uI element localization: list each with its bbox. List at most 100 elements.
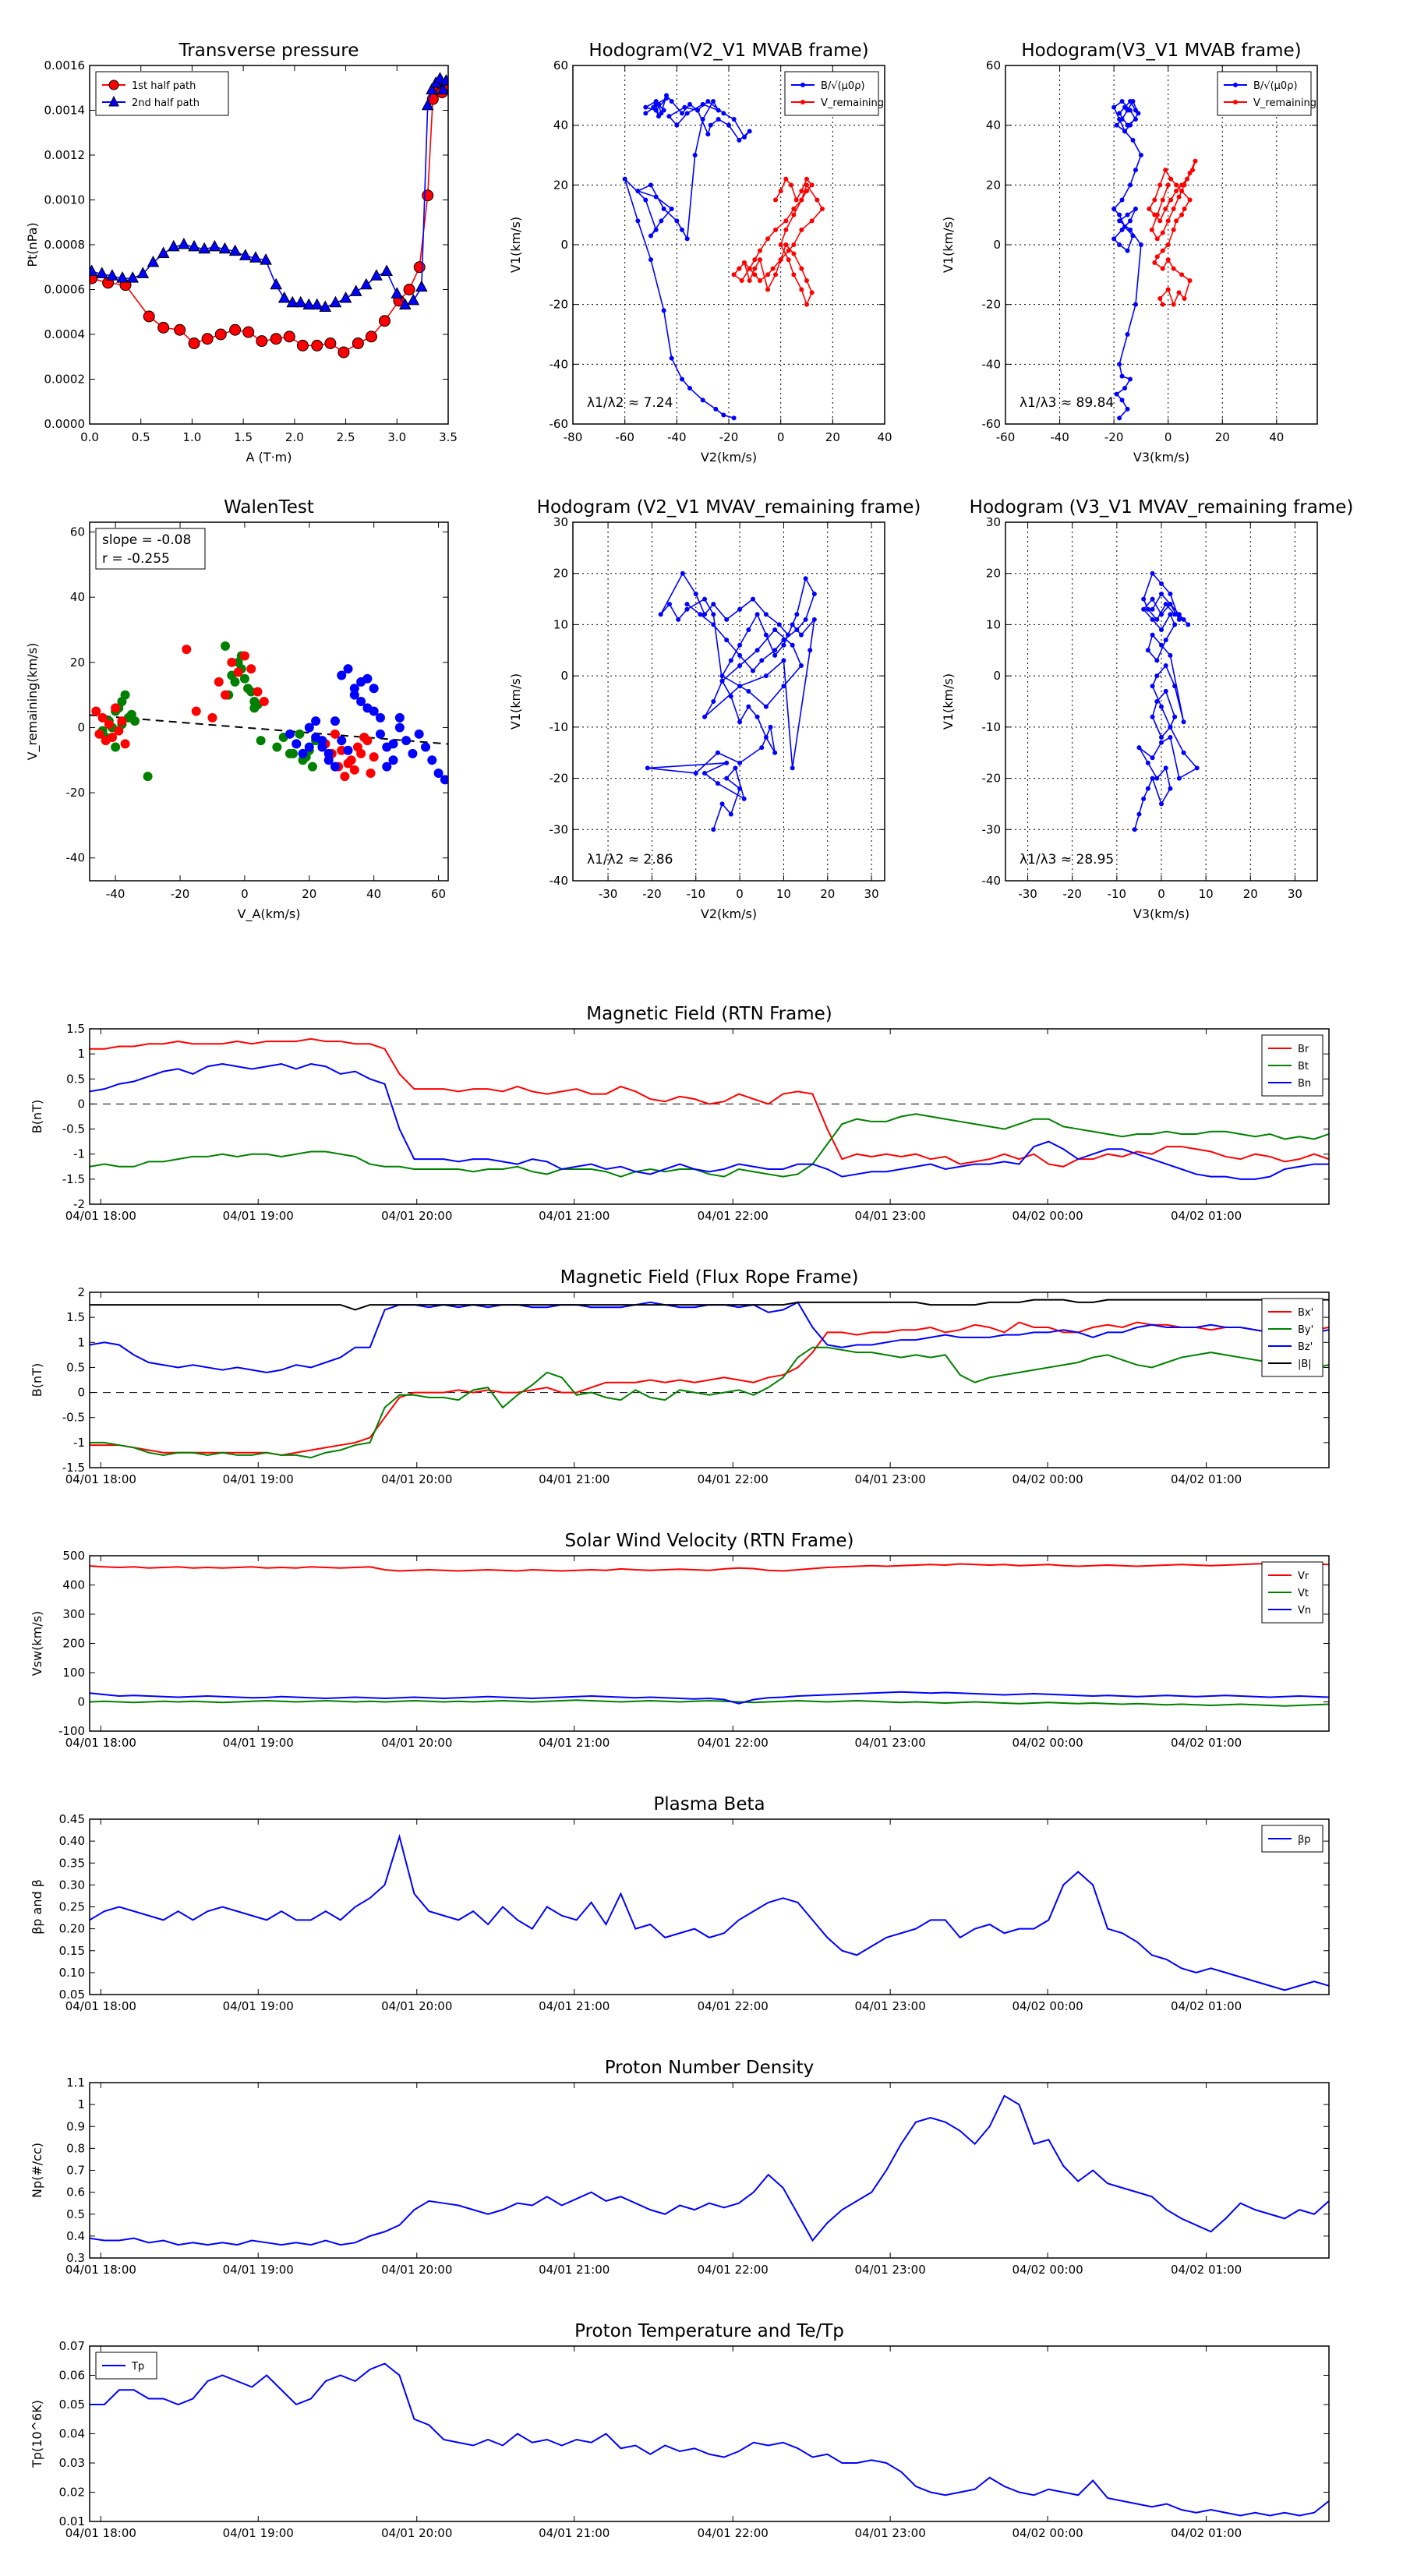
legend-marker <box>800 83 805 87</box>
series-0 <box>1132 571 1200 832</box>
data-point <box>349 765 359 775</box>
plot-area <box>90 1833 1329 1991</box>
chart-title: Proton Number Density <box>605 2058 815 2078</box>
x-tick-label: 0 <box>241 887 249 901</box>
chart-title: Hodogram (V2_V1 MVAV_remaining frame) <box>537 497 921 518</box>
y-tick-label: 0.20 <box>59 1922 85 1936</box>
data-point <box>143 772 153 782</box>
data-point <box>692 153 698 157</box>
data-point <box>669 207 674 211</box>
y-tick-label: 20 <box>70 655 85 670</box>
data-point <box>143 310 155 323</box>
data-point <box>228 244 242 256</box>
data-point <box>1176 617 1182 622</box>
data-point <box>1159 801 1164 807</box>
data-point <box>188 239 200 252</box>
y-tick-label: 1.5 <box>66 1022 85 1036</box>
data-point <box>781 658 786 663</box>
data-point <box>111 742 121 752</box>
plot-frame <box>89 1555 1330 1732</box>
data-point <box>791 251 797 256</box>
y-tick-label: 0 <box>77 720 85 734</box>
y-tick-label: 20 <box>553 178 568 192</box>
data-point <box>1174 189 1179 193</box>
x-tick-label: 04/01 19:00 <box>223 2526 294 2540</box>
data-point <box>1194 765 1200 771</box>
y-tick-label: -40 <box>982 357 1002 371</box>
data-point <box>147 255 160 267</box>
data-point <box>323 755 334 765</box>
legend: Br Bt Bn <box>1261 1034 1323 1097</box>
annotation-r: r = -0.255 <box>102 551 170 567</box>
data-point <box>1159 592 1164 596</box>
data-point <box>695 108 700 113</box>
data-point <box>804 182 809 188</box>
data-point <box>809 182 815 188</box>
legend-label: Vr <box>1298 1571 1309 1582</box>
data-point <box>674 218 680 224</box>
data-point <box>295 729 305 739</box>
plot-frame <box>89 65 449 425</box>
data-point <box>737 606 743 612</box>
x-tick-label: -10 <box>1108 887 1127 901</box>
series-line <box>624 94 751 419</box>
data-point <box>270 277 283 290</box>
data-point <box>809 218 815 224</box>
data-point <box>283 330 295 343</box>
y-tick-label: -10 <box>982 720 1002 734</box>
data-point <box>1136 745 1142 751</box>
data-point <box>1159 581 1164 586</box>
data-point <box>1160 266 1165 271</box>
x-tick-label: 10 <box>776 887 791 901</box>
data-point <box>1168 735 1173 740</box>
data-point <box>746 627 751 632</box>
y-axis-label: V1(km/s) <box>941 673 956 730</box>
data-point <box>680 571 685 576</box>
data-point <box>1160 197 1165 203</box>
data-point <box>1130 137 1136 143</box>
data-point <box>182 645 192 655</box>
data-point <box>433 72 447 83</box>
data-point <box>724 776 730 781</box>
x-tick-label: 04/02 01:00 <box>1171 1209 1242 1223</box>
data-point <box>790 642 795 648</box>
data-point <box>356 748 366 758</box>
data-point <box>340 772 350 782</box>
data-point <box>1150 684 1155 689</box>
data-point <box>702 771 708 776</box>
chart-title: Plasma Beta <box>653 1794 765 1815</box>
data-point <box>277 291 291 303</box>
data-point <box>292 739 302 749</box>
data-point <box>362 703 373 713</box>
data-point <box>804 189 809 193</box>
data-point <box>343 745 353 755</box>
data-point <box>1187 278 1193 283</box>
data-point <box>768 724 773 730</box>
x-tick-label: 04/01 20:00 <box>381 1736 452 1750</box>
data-point <box>737 760 743 765</box>
y-tick-label: 0.02 <box>59 2486 85 2500</box>
data-point <box>693 771 698 776</box>
x-tick-label: 04/01 21:00 <box>539 2263 610 2277</box>
data-point <box>759 658 765 663</box>
data-point <box>311 716 321 726</box>
x-tick-label: 04/02 01:00 <box>1171 1736 1242 1750</box>
x-tick-label: 04/01 20:00 <box>381 1209 452 1223</box>
data-point <box>94 729 104 739</box>
y-tick-label: -2 <box>73 1197 85 1211</box>
data-point <box>414 729 424 739</box>
plot-area <box>90 2094 1329 2246</box>
data-point <box>687 386 692 390</box>
data-point <box>408 748 418 758</box>
chart-ts5: Proton Number Density 0.3 0.4 0.5 0.6 0.7 0.8 0… <box>30 2058 1330 2277</box>
data-point <box>721 412 726 418</box>
data-point <box>791 207 797 211</box>
data-point <box>763 612 769 617</box>
data-point <box>773 227 778 232</box>
series-line <box>90 2094 1329 2246</box>
data-point <box>746 688 751 694</box>
x-tick-label: -60 <box>615 430 634 444</box>
data-point <box>214 677 224 687</box>
data-point <box>1187 171 1193 175</box>
data-point <box>401 736 412 746</box>
